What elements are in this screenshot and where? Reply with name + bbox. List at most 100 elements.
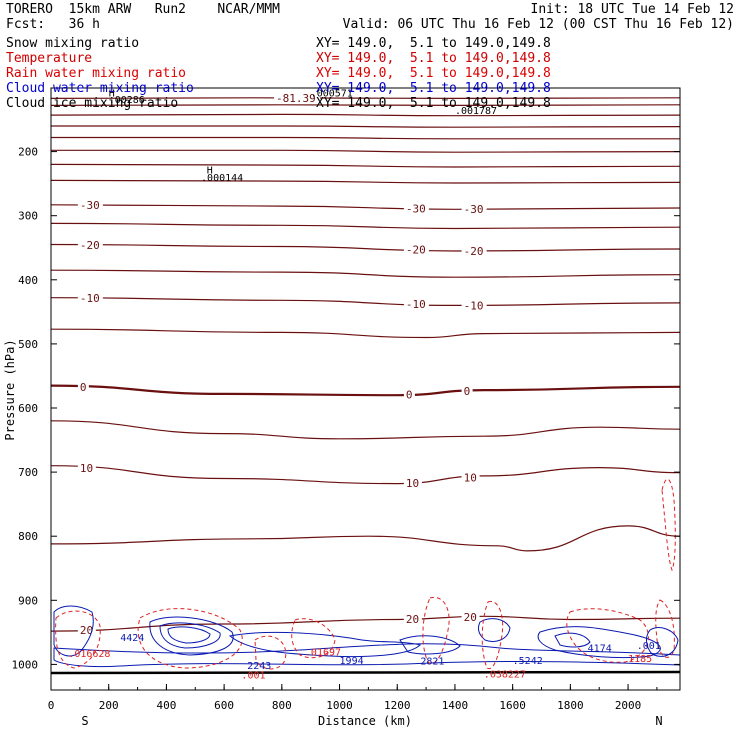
y-tick-label: 600: [18, 402, 38, 415]
isotherm-label-bg: [77, 292, 103, 305]
init-time: Init: 18 UTC Tue 14 Feb 12: [530, 2, 735, 17]
contour-annotation: .00286: [109, 95, 145, 106]
isotherm-line: [50, 243, 681, 252]
y-tick-label: 800: [18, 530, 38, 543]
x-tick-label: 0: [48, 699, 55, 712]
isotherm-label-bg: [403, 243, 429, 256]
contour-annotation: 4424: [120, 633, 144, 644]
isotherm-label: -10: [80, 292, 100, 305]
isotherm-line: [50, 420, 681, 440]
isotherm-label: 20: [464, 611, 477, 624]
contour-annotation: .01697: [305, 648, 341, 659]
isotherm-label-bg: [461, 203, 487, 216]
contour-annotation: .001787: [455, 106, 497, 117]
isotherm-label-bg: [77, 380, 89, 393]
legend-temperature-label: Temperature: [6, 51, 93, 66]
cloud-water-contour: [554, 632, 591, 648]
rain-water-contour: [566, 608, 649, 663]
isotherm-label: -20: [80, 239, 100, 252]
x-tick-label: 1400: [442, 699, 469, 712]
isotherm-label: -30: [406, 202, 426, 215]
isotherm-label-bg: [403, 388, 415, 401]
isotherm-label: 10: [406, 477, 419, 490]
cloud-water-contour: [167, 626, 211, 644]
x-tick-label: 2000: [615, 699, 642, 712]
isotherm-line: [50, 328, 681, 339]
rain-water-contour: [481, 600, 504, 670]
isotherm-line: [50, 222, 681, 230]
isotherm-label: 20: [406, 613, 419, 626]
y-tick-label: 200: [18, 146, 38, 159]
y-tick-label: 900: [18, 594, 38, 607]
cloud-water-contour: [399, 635, 461, 655]
isotherm-label: -30: [464, 203, 484, 216]
isotherm-label: 0: [80, 381, 87, 394]
legend-rain-xy: XY= 149.0, 5.1 to 149.0,149.8: [316, 66, 551, 81]
legend-temperature-xy: XY= 149.0, 5.1 to 149.0,149.8: [316, 51, 551, 66]
contour-annotation: .5242: [513, 656, 543, 667]
isotherm-label: -10: [464, 299, 484, 312]
y-tick-label: 700: [18, 466, 38, 479]
isotherm-label-bg: [403, 476, 422, 489]
x-tick-label: 200: [99, 699, 119, 712]
x-tick-label: 1600: [499, 699, 526, 712]
axes-layer: 0 200 400 600 800 1000 1200 1400 1600 1800 2000200…: [3, 87, 681, 728]
isotherm-label: -10: [406, 298, 426, 311]
contour-annotation: .001: [241, 671, 265, 682]
contour-annotation: 1994: [340, 656, 364, 667]
isotherm-label-bg: [77, 461, 96, 474]
legend-cloud-ice-label: Cloud ice mixing ratio: [6, 96, 179, 111]
contour-annotation: 1185: [628, 654, 652, 665]
isotherm-label-bg: [461, 299, 487, 312]
isotherm-label: 20: [80, 624, 93, 637]
contour-annotation: .000571: [311, 89, 353, 100]
contour-annotation: 4174: [588, 644, 612, 655]
isotherm-line: [50, 204, 681, 210]
isotherm-label: 0: [464, 385, 471, 398]
contour-annotation: .000144: [201, 173, 243, 184]
legend-cloud-water-label: Cloud water mixing ratio: [6, 81, 194, 96]
isotherm-line: [50, 465, 681, 485]
x-tick-label: 600: [214, 699, 234, 712]
rain-water-contour: [655, 599, 675, 658]
legend-cloud-ice-xy: XY= 149.0, 5.1 to 149.0,149.8: [316, 96, 551, 111]
south-label: S: [81, 714, 88, 728]
x-tick-label: 400: [156, 699, 176, 712]
forecast-hour: Fcst: 36 h: [6, 17, 100, 32]
isotherm-label-bg: [403, 202, 429, 215]
isotherm-line: [51, 125, 681, 128]
contour-annotation: .001: [637, 641, 661, 652]
model-title: TORERO 15km ARW Run2 NCAR/MMM: [6, 2, 280, 17]
isotherm-layer: -81.39 -30 -30 -30 -20 -20 -20 -10 -10 -10 0 0 0 10 10…: [50, 91, 681, 637]
contour-annotation: 2821: [420, 657, 444, 668]
contour-annotation: .016628: [68, 649, 110, 660]
isotherm-line: [50, 113, 681, 117]
isotherm-label: 10: [464, 472, 477, 485]
isotherm-label-bg: [403, 613, 422, 626]
isotherm-label: 0: [406, 389, 413, 402]
rain-water-contour: [422, 596, 450, 664]
isotherm-line: [50, 269, 681, 278]
north-label: N: [655, 714, 662, 728]
rain-water-contour: [137, 608, 243, 669]
isotherm-label-bg: [77, 198, 103, 211]
legend-cloud-water-xy: XY= 149.0, 5.1 to 149.0,149.8: [316, 81, 551, 96]
x-tick-label: 800: [272, 699, 292, 712]
y-axis-title: Pressure (hPa): [3, 339, 17, 440]
cloud-water-contour: [149, 616, 234, 656]
isotherm-label: -30: [80, 199, 100, 212]
y-tick-label: 500: [18, 338, 38, 351]
isotherm-line: [50, 163, 681, 168]
isotherm-line: [50, 97, 681, 100]
isotherm-label-bg: [461, 611, 480, 624]
rain-water-contour: [661, 478, 676, 572]
isotherm-label: -81.39: [276, 92, 316, 105]
isotherm-line: [50, 179, 681, 184]
isotherm-line: [50, 149, 681, 153]
rain-water-contour: [55, 610, 101, 669]
legend-rain-label: Rain water mixing ratio: [6, 66, 187, 81]
contour-annotation: H: [109, 89, 115, 100]
isotherm-label-bg: [461, 385, 473, 398]
contour-annotation: 2243: [247, 661, 271, 672]
